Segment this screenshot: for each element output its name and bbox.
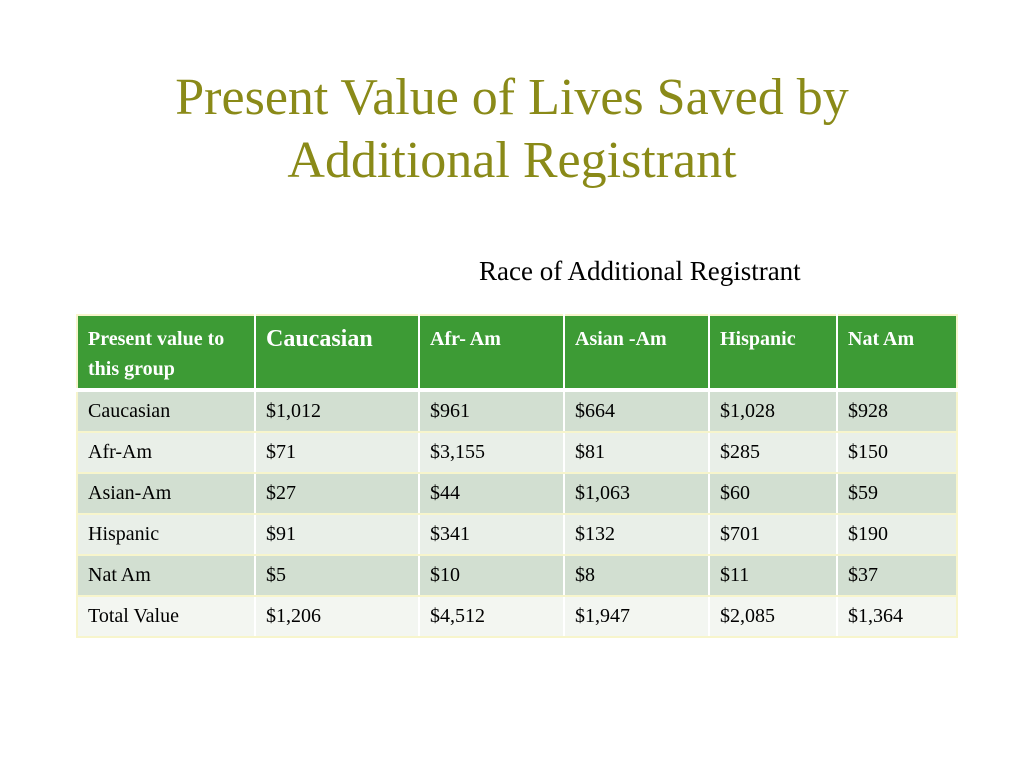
table-cell: $190	[837, 514, 957, 556]
table-caption: Race of Additional Registrant	[479, 256, 801, 286]
table-cell: $150	[837, 432, 957, 474]
row-label: Nat Am	[77, 555, 256, 597]
table-cell: $8	[564, 555, 710, 597]
row-label: Hispanic	[77, 514, 256, 556]
table-cell: $91	[255, 514, 420, 556]
table-cell: $1,063	[564, 473, 710, 515]
table-cell: $132	[564, 514, 710, 556]
table-cell: $3,155	[419, 432, 565, 474]
table-cell: $341	[419, 514, 565, 556]
table-cell: $1,028	[709, 390, 838, 433]
table-cell: $961	[419, 390, 565, 433]
table-row: Hispanic $91 $341 $132 $701 $190	[77, 514, 957, 556]
table-cell: $71	[255, 432, 420, 474]
table-cell: $2,085	[709, 595, 838, 638]
header-present-value: Present value to this group	[77, 315, 256, 392]
table-cell: $1,947	[564, 595, 710, 638]
table-cell: $5	[255, 555, 420, 597]
slide-title-line-2: Additional Registrant	[287, 132, 737, 189]
row-label: Caucasian	[77, 390, 256, 433]
table-row: Caucasian $1,012 $961 $664 $1,028 $928	[77, 390, 957, 433]
table-cell: $44	[419, 473, 565, 515]
table-cell: $285	[709, 432, 838, 474]
header-asian-am: Asian -Am	[564, 315, 710, 392]
table-cell: $60	[709, 473, 838, 515]
header-nat-am: Nat Am	[837, 315, 957, 392]
table-cell: $701	[709, 514, 838, 556]
table-cell: $664	[564, 390, 710, 433]
row-label: Asian-Am	[77, 473, 256, 515]
header-hispanic: Hispanic	[709, 315, 838, 392]
row-label: Afr-Am	[77, 432, 256, 474]
slide-title: Present Value of Lives Saved by Addition…	[40, 66, 984, 192]
table-cell: $10	[419, 555, 565, 597]
table-total-row: Total Value $1,206 $4,512 $1,947 $2,085 …	[77, 595, 957, 638]
table-cell: $928	[837, 390, 957, 433]
table-header-row: Present value to this group Caucasian Af…	[77, 315, 957, 392]
table-cell: $11	[709, 555, 838, 597]
slide-title-line-1: Present Value of Lives Saved by	[175, 69, 849, 126]
table-row: Afr-Am $71 $3,155 $81 $285 $150	[77, 432, 957, 474]
table-cell: $37	[837, 555, 957, 597]
header-caucasian: Caucasian	[255, 315, 420, 392]
table-cell: $59	[837, 473, 957, 515]
table-cell: $1,364	[837, 595, 957, 638]
table-row: Nat Am $5 $10 $8 $11 $37	[77, 555, 957, 597]
table-cell: $1,012	[255, 390, 420, 433]
table-cell: $27	[255, 473, 420, 515]
table-row: Asian-Am $27 $44 $1,063 $60 $59	[77, 473, 957, 515]
row-label: Total Value	[77, 595, 256, 638]
table-cell: $4,512	[419, 595, 565, 638]
table-cell: $1,206	[255, 595, 420, 638]
table-cell: $81	[564, 432, 710, 474]
present-value-table: Present value to this group Caucasian Af…	[76, 314, 958, 638]
header-afr-am: Afr- Am	[419, 315, 565, 392]
